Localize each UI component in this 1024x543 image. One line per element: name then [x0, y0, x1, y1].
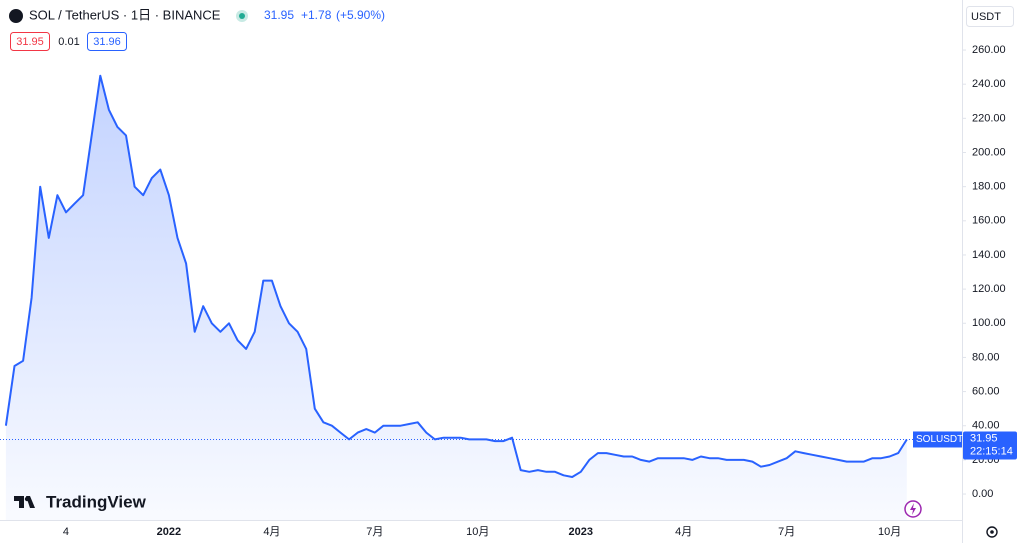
alert-icon — [910, 503, 916, 515]
x-tick-label: 10月 — [878, 526, 901, 538]
symbol-title: SOL / TetherUS · 1日 · BINANCE — [29, 7, 221, 22]
x-tick-label: 2022 — [157, 526, 181, 538]
symbol-tag — [913, 431, 962, 448]
settings-icon[interactable] — [986, 526, 998, 538]
ask-price: 31.96 — [93, 36, 121, 48]
y-tick-label: 220.00 — [972, 112, 1006, 124]
y-tick-label: 260.00 — [972, 44, 1006, 56]
y-tick-label: 200.00 — [972, 146, 1006, 158]
y-tick-label: 180.00 — [972, 181, 1006, 193]
countdown: 22:15:14 — [970, 445, 1013, 457]
price-change-pct: (+5.90%) — [336, 8, 385, 22]
status-dot — [239, 13, 245, 19]
x-tick-label: 4月 — [675, 526, 692, 538]
brand-logo: TradingView — [14, 492, 147, 511]
x-tick-label: 2023 — [569, 526, 593, 538]
y-tick-label: 80.00 — [972, 351, 1000, 363]
x-tick-label: 7月 — [778, 526, 795, 538]
last-price: 31.95 — [264, 8, 294, 22]
area-fill — [5, 75, 907, 520]
y-tick-label: 140.00 — [972, 249, 1006, 261]
y-tick-label: 0.00 — [972, 488, 993, 500]
price-tag — [963, 431, 1017, 460]
y-tick-label: 240.00 — [972, 78, 1006, 90]
currency-button[interactable] — [966, 6, 1014, 27]
settings-icon — [990, 530, 994, 534]
x-tick-label: 10月 — [466, 526, 489, 538]
y-tick-label: 60.00 — [972, 385, 1000, 397]
symbol-icon — [9, 9, 23, 23]
x-tick-label: 4 — [63, 526, 69, 538]
y-tick-label: 120.00 — [972, 283, 1006, 295]
symbol-label: SOLUSDT — [916, 434, 963, 445]
logo-mark — [14, 496, 35, 508]
x-tick-label: 4月 — [263, 526, 280, 538]
spread: 0.01 — [58, 36, 79, 48]
logo-mark — [24, 496, 30, 502]
price-line — [4, 74, 908, 478]
y-tick-label: 160.00 — [972, 215, 1006, 227]
bid-price: 31.95 — [16, 36, 44, 48]
plot-area — [0, 74, 962, 520]
x-tick-label: 7月 — [366, 526, 383, 538]
ask-box[interactable] — [87, 32, 127, 51]
price-change: +1.78 — [301, 8, 332, 22]
bid-box[interactable] — [10, 32, 50, 51]
price-tag-value: 31.95 — [970, 432, 998, 444]
y-tick-label: 40.00 — [972, 420, 1000, 432]
currency: USDT — [971, 11, 1001, 23]
brand-name: TradingView — [46, 492, 147, 511]
y-tick-label: 100.00 — [972, 317, 1006, 329]
